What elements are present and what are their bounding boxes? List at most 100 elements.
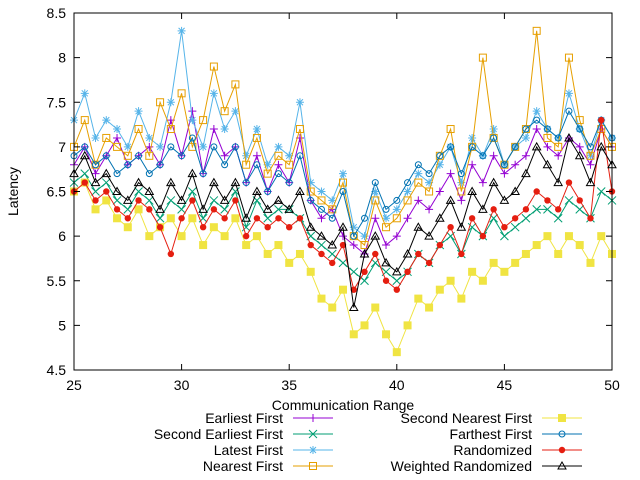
- data-point: [145, 151, 154, 160]
- data-point: [317, 205, 325, 213]
- data-point: [166, 196, 176, 205]
- data-point: [231, 187, 240, 196]
- data-point: [360, 321, 369, 330]
- data-point: [91, 133, 100, 142]
- data-point: [199, 142, 208, 151]
- data-point: [339, 285, 347, 294]
- data-point: [80, 169, 90, 179]
- legend-label: Farthest First: [450, 426, 533, 442]
- data-point: [135, 197, 142, 204]
- data-point: [327, 240, 338, 249]
- series-7: [69, 132, 617, 312]
- legend-label: Randomized: [453, 442, 532, 458]
- data-point: [166, 125, 175, 134]
- data-point: [555, 206, 562, 213]
- data-point: [511, 215, 519, 222]
- data-point: [285, 179, 293, 187]
- y-tick-label: 8: [58, 50, 66, 66]
- data-point: [91, 169, 100, 178]
- data-point: [102, 196, 111, 205]
- data-point: [123, 223, 132, 232]
- data-point: [586, 151, 595, 160]
- legend-entry: Second Earliest First: [154, 426, 333, 442]
- data-point: [543, 142, 552, 151]
- data-point: [156, 142, 165, 151]
- y-tick-label: 6: [58, 228, 66, 244]
- data-point: [402, 248, 413, 258]
- data-point: [274, 241, 283, 250]
- data-point: [532, 241, 541, 250]
- series-2: [70, 26, 616, 241]
- data-point: [113, 133, 122, 142]
- data-point: [522, 206, 530, 213]
- data-point: [382, 241, 391, 250]
- y-tick-label: 5: [58, 317, 66, 333]
- data-point: [521, 133, 530, 142]
- data-point: [564, 232, 573, 241]
- legend-marker: [557, 460, 567, 470]
- data-point: [436, 152, 444, 160]
- data-point: [403, 196, 412, 205]
- data-point: [274, 170, 282, 178]
- data-point: [479, 152, 487, 160]
- data-point: [242, 241, 251, 250]
- data-point: [554, 134, 562, 142]
- data-point: [199, 116, 208, 125]
- data-point: [392, 276, 402, 286]
- data-point: [92, 161, 100, 169]
- data-point: [123, 142, 132, 151]
- data-point: [564, 53, 573, 62]
- data-point: [532, 204, 542, 214]
- data-point: [490, 134, 498, 142]
- y-tick-label: 4.5: [47, 362, 67, 378]
- data-point: [424, 231, 434, 240]
- data-point: [317, 214, 326, 223]
- data-point: [284, 204, 295, 213]
- data-point: [220, 204, 229, 214]
- y-tick-label: 7: [58, 139, 66, 155]
- data-point: [445, 195, 456, 204]
- data-point: [102, 133, 111, 142]
- data-point: [295, 249, 304, 258]
- data-point: [220, 151, 229, 160]
- data-point: [403, 187, 412, 196]
- data-point: [585, 177, 596, 187]
- data-point: [209, 177, 219, 187]
- legend-marker: [309, 462, 317, 470]
- data-point: [338, 222, 348, 231]
- data-point: [339, 188, 347, 195]
- data-point: [597, 232, 606, 241]
- data-point: [533, 116, 541, 124]
- data-point: [543, 204, 552, 214]
- data-point: [285, 160, 294, 169]
- data-point: [598, 116, 605, 124]
- data-point: [306, 178, 315, 187]
- data-point: [371, 196, 380, 205]
- legend-entry: Earliest First: [205, 410, 333, 426]
- data-point: [252, 125, 261, 134]
- data-point: [382, 330, 391, 339]
- data-point: [564, 132, 574, 142]
- data-point: [425, 205, 434, 214]
- data-point: [371, 303, 380, 312]
- data-point: [382, 277, 390, 284]
- data-point: [543, 232, 552, 241]
- data-point: [231, 214, 240, 223]
- data-point: [468, 160, 477, 169]
- data-point: [425, 259, 433, 267]
- data-point: [209, 196, 219, 205]
- data-point: [113, 214, 122, 223]
- data-point: [586, 160, 595, 169]
- data-point: [543, 125, 551, 133]
- data-point: [457, 187, 466, 196]
- data-point: [286, 224, 293, 231]
- data-point: [156, 224, 164, 231]
- data-point: [221, 215, 228, 222]
- x-tick-label: 30: [174, 377, 190, 393]
- data-point: [189, 197, 196, 204]
- data-point: [501, 224, 508, 231]
- data-point: [296, 152, 304, 160]
- data-point: [370, 231, 381, 240]
- data-point: [359, 248, 370, 258]
- data-point: [511, 258, 520, 267]
